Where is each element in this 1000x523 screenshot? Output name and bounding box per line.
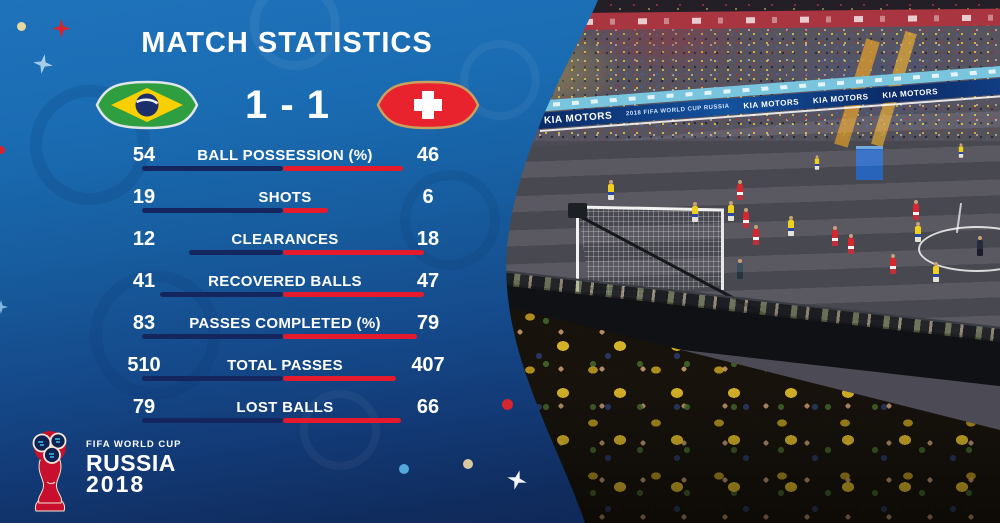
stat-label: RECOVERED BALLS bbox=[208, 273, 362, 290]
home-value: 79 bbox=[132, 396, 156, 418]
player-figure bbox=[832, 226, 838, 246]
switzerland-flag-badge bbox=[376, 78, 480, 132]
background-pattern-ring bbox=[460, 40, 540, 120]
player-figure bbox=[692, 202, 698, 222]
sparkle-dot-icon bbox=[463, 459, 473, 469]
away-bar bbox=[283, 376, 396, 381]
world-cup-trophy-logo bbox=[27, 430, 73, 514]
home-bar bbox=[189, 250, 283, 255]
sparkle-dot-icon bbox=[17, 22, 26, 31]
away-bar bbox=[283, 250, 424, 255]
goal-post bbox=[576, 207, 579, 304]
away-value: 18 bbox=[416, 228, 440, 250]
background-pattern-ring bbox=[400, 170, 500, 270]
scoreline: 1 - 1 bbox=[95, 76, 480, 134]
background-pattern-ring bbox=[250, 0, 340, 70]
home-value: 41 bbox=[132, 270, 156, 292]
away-bar bbox=[283, 208, 328, 213]
sparkle-star-icon bbox=[0, 300, 8, 314]
player-figure bbox=[958, 143, 964, 158]
home-value: 54 bbox=[132, 144, 156, 166]
player-figure bbox=[608, 180, 614, 200]
center-circle-line bbox=[918, 226, 1000, 272]
home-value: 12 bbox=[132, 228, 156, 250]
player-figure bbox=[814, 155, 820, 170]
stat-row: 19 SHOTS 6 bbox=[0, 180, 574, 222]
home-bar bbox=[160, 292, 283, 297]
player-figure bbox=[890, 254, 896, 274]
goal-post bbox=[721, 210, 724, 290]
player-figure bbox=[737, 180, 743, 200]
stat-label: LOST BALLS bbox=[236, 399, 334, 416]
ad-text: KIA MOTORS bbox=[812, 91, 869, 105]
player-figure bbox=[753, 225, 759, 245]
stat-row: 54 BALL POSSESSION (%) 46 bbox=[0, 138, 574, 180]
ad-text: KIA MOTORS bbox=[543, 109, 613, 127]
home-value: 83 bbox=[132, 312, 156, 334]
stat-row: 510 TOTAL PASSES 407 bbox=[0, 348, 574, 390]
player-figure bbox=[728, 201, 734, 221]
event-label: FIFA WORLD CUP bbox=[86, 439, 182, 450]
away-bar bbox=[283, 418, 401, 423]
sparkle-dot-icon bbox=[502, 399, 513, 410]
home-bar bbox=[142, 166, 283, 171]
player-figure bbox=[788, 216, 794, 236]
away-value: 79 bbox=[416, 312, 440, 334]
ad-text: KIA MOTORS bbox=[743, 96, 800, 111]
away-value: 66 bbox=[416, 396, 440, 418]
event-name: RUSSIA bbox=[86, 450, 176, 476]
board-text: 2018 FIFA WORLD CUP RUSSIA bbox=[625, 103, 730, 118]
player-figure bbox=[933, 262, 939, 282]
stat-label: CLEARANCES bbox=[231, 231, 339, 248]
away-bar bbox=[283, 334, 417, 339]
stat-row: 12 CLEARANCES 18 bbox=[0, 222, 574, 264]
away-bar bbox=[283, 166, 403, 171]
goalkeeper-figure bbox=[737, 259, 743, 279]
away-bar bbox=[283, 292, 424, 297]
stat-row: 41 RECOVERED BALLS 47 bbox=[0, 264, 574, 306]
page-title: MATCH STATISTICS bbox=[141, 27, 433, 59]
stat-row: 83 PASSES COMPLETED (%) 79 bbox=[0, 306, 574, 348]
away-value: 6 bbox=[422, 186, 434, 208]
home-value: 510 bbox=[127, 354, 161, 376]
stat-label: TOTAL PASSES bbox=[227, 357, 343, 374]
stats-list: 54 BALL POSSESSION (%) 46 19 SHOTS 6 12 CLEARAN… bbox=[0, 0, 574, 523]
ad-text: KIA MOTORS bbox=[882, 86, 939, 100]
stat-row: 79 LOST BALLS 66 bbox=[0, 390, 574, 432]
home-bar bbox=[142, 418, 283, 423]
background-pattern-ring bbox=[300, 390, 380, 470]
home-bar bbox=[142, 208, 283, 213]
sparkle-dot-icon bbox=[399, 464, 409, 474]
away-value: 47 bbox=[416, 270, 440, 292]
event-year: 2018 bbox=[86, 471, 146, 497]
brazil-flag-badge bbox=[95, 78, 199, 132]
tv-camera bbox=[568, 203, 587, 218]
away-value: 407 bbox=[411, 354, 445, 376]
player-figure bbox=[915, 222, 921, 242]
stand-tunnel bbox=[856, 146, 883, 180]
home-value: 19 bbox=[132, 186, 156, 208]
stadium-photo: KIA MOTORS 2018 FIFA WORLD CUP RUSSIA KI… bbox=[490, 0, 1000, 523]
away-value: 46 bbox=[416, 144, 440, 166]
stat-label: BALL POSSESSION (%) bbox=[197, 147, 373, 164]
score-text: 1 - 1 bbox=[244, 82, 331, 127]
home-bar bbox=[142, 376, 283, 381]
stat-label: SHOTS bbox=[258, 189, 312, 206]
player-figure bbox=[848, 234, 854, 254]
sparkle-dot-icon bbox=[0, 146, 5, 154]
stat-label: PASSES COMPLETED (%) bbox=[189, 315, 381, 332]
player-figure bbox=[743, 208, 749, 228]
event-branding: FIFA WORLD CUP RUSSIA 2018 bbox=[27, 430, 181, 514]
home-bar bbox=[142, 334, 283, 339]
player-figure bbox=[913, 200, 919, 220]
referee-figure bbox=[977, 236, 983, 256]
